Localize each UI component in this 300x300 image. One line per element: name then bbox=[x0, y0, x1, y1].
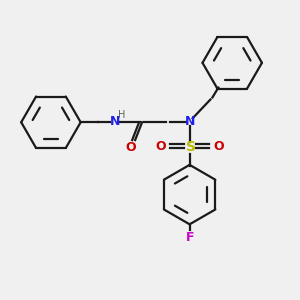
Text: O: O bbox=[126, 140, 136, 154]
Text: F: F bbox=[185, 231, 194, 244]
Text: O: O bbox=[156, 140, 166, 152]
Text: H: H bbox=[118, 110, 125, 120]
Text: S: S bbox=[186, 140, 196, 154]
Text: N: N bbox=[110, 115, 121, 128]
Text: O: O bbox=[213, 140, 224, 152]
Text: N: N bbox=[184, 115, 195, 128]
